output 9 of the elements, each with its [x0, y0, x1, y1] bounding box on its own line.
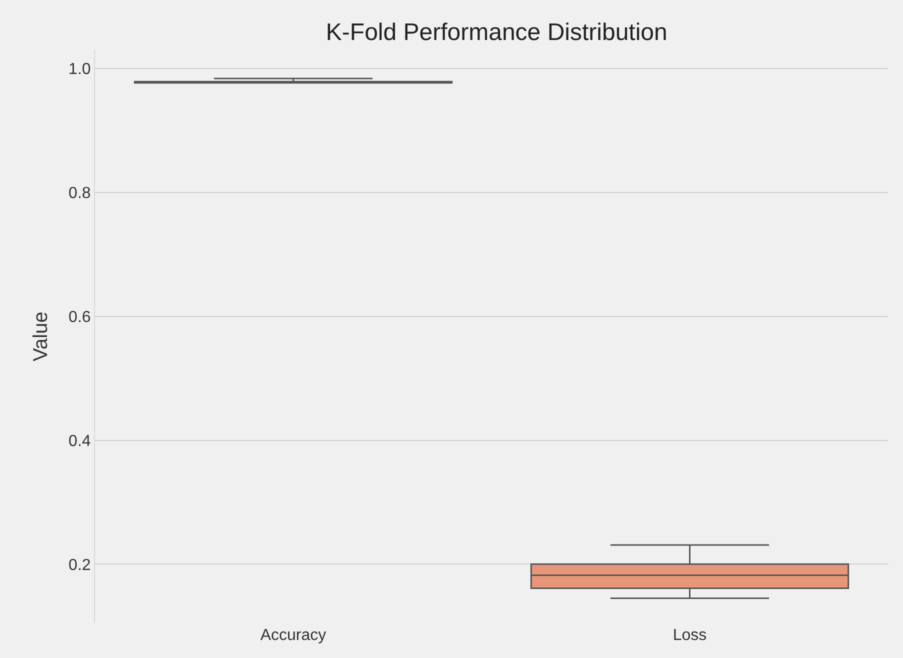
x-tick-label: Accuracy: [260, 627, 326, 644]
x-tick-label: Loss: [672, 627, 707, 644]
y-tick-label: 0.4: [68, 432, 91, 450]
y-tick-label: 1.0: [68, 61, 91, 78]
chart-title: K-Fold Performance Distribution: [326, 18, 668, 46]
y-tick-label: 0.2: [68, 556, 91, 574]
y-tick-label: 0.6: [68, 308, 91, 326]
y-axis-title: Value: [30, 312, 52, 362]
y-tick-label: 0.8: [68, 185, 91, 202]
